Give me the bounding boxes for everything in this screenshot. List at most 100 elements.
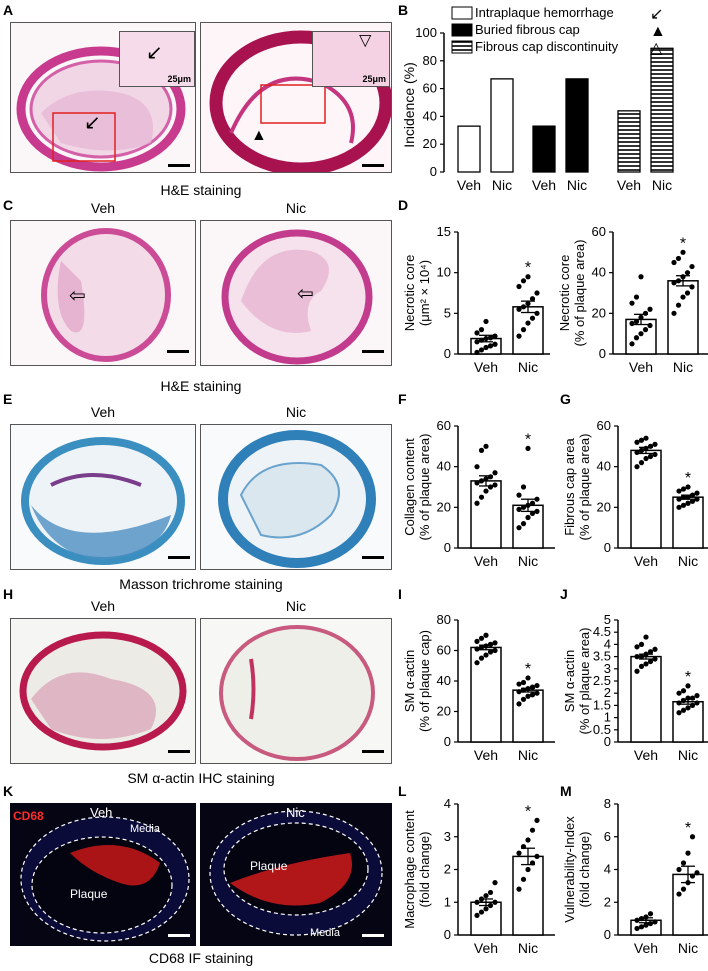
y-tick-label: 4 [444,796,451,811]
bar-nic [490,78,514,173]
data-point [483,318,489,325]
data-point [694,700,700,706]
data-point [647,649,654,655]
data-point [638,916,645,922]
data-point [529,296,536,302]
x-tick-label: Veh [457,177,481,193]
chart-g: 0 20 40 60 Fibrous cap area (% of plaque area… [562,418,708,569]
media-label: Media [130,823,160,835]
plaque-label: Plaque [70,887,108,901]
panel-letter-l: L [398,783,407,799]
data-point [534,817,540,823]
data-point [685,695,691,701]
y-axis-label: (% of plaque area) [577,628,592,735]
y-tick-label: 0 [604,734,611,749]
data-point [643,435,649,441]
data-point [642,327,649,333]
data-point [534,690,540,696]
data-point [643,922,649,928]
significance-star: * [525,260,531,277]
y-tick-label: 2 [444,862,451,877]
data-point [525,300,531,307]
data-point [675,278,682,284]
x-tick-label: Veh [474,940,498,956]
y-tick-label: 0 [444,540,451,555]
significance-star: * [685,669,691,686]
data-point [676,496,682,502]
scale-bar [168,164,190,167]
data-point [525,686,531,692]
panel-letter-k: K [3,783,14,799]
bar-veh [617,110,641,173]
data-point [689,834,696,840]
y-tick-label: 0.5 [593,722,611,737]
data-point [647,453,654,460]
panel-letter-i: I [398,586,402,602]
data-point [516,525,522,531]
data-point [676,700,682,706]
data-point [634,668,640,674]
bar-nic [565,78,589,173]
y-tick-label: 20 [437,499,451,514]
data-point [478,478,485,484]
open-arrow-icon: ⇦ [297,283,314,305]
data-point [483,643,489,649]
data-point [647,658,654,665]
ihc-image-veh [10,618,196,764]
data-point [689,873,696,879]
chart-j: 00.511.522.533.544.55 SM α-actin (% of pla… [562,612,708,763]
y-tick-label: 2 [604,894,611,909]
significance-star: * [680,235,686,252]
data-point [487,343,494,349]
data-point [520,687,527,693]
data-point [643,914,649,920]
data-point [534,310,540,316]
data-point [487,902,494,909]
legend-swatch [451,40,473,54]
significance-star: * [525,803,531,820]
black-arrow-icon: ↙ [146,42,163,64]
y-tick-label: 60 [437,643,451,658]
data-point [474,349,480,355]
y-tick-label: 40 [423,108,437,123]
data-point [680,707,687,713]
data-point [676,488,682,494]
data-point [634,464,640,470]
inset-nic-a: △ 25μm [312,31,390,87]
data-point [643,651,649,657]
data-point [685,880,691,886]
data-point [525,866,531,873]
data-point [638,274,644,280]
significance-star: * [525,431,531,448]
caption-a: H&E staining [160,182,242,198]
group-label-nic: Nic [286,805,305,820]
data-point [647,911,654,917]
scale-bar [168,934,190,937]
ihc-vessel-veh [19,631,187,751]
inset-scale-label: 25μm [167,74,191,84]
significance-star: * [685,470,691,487]
data-point [534,496,540,502]
data-point [634,654,640,660]
group-label-veh: Veh [90,404,116,420]
scale-bar [362,164,384,167]
data-point [680,688,687,694]
data-point [652,441,658,447]
data-point [689,498,696,504]
data-point [638,460,645,466]
x-tick-label: Veh [634,940,658,956]
x-tick-label: Veh [617,177,641,193]
y-tick-label: 80 [423,53,437,68]
data-point [520,504,527,510]
data-point [516,283,522,290]
data-point [633,294,640,300]
data-point [680,697,687,704]
data-point [647,306,653,312]
data-point [685,484,691,490]
y-tick-label: 60 [437,418,451,433]
data-point [483,632,489,638]
inset-scale-label: 25μm [362,74,386,84]
y-tick-label: 3 [444,829,451,844]
data-point [643,634,649,640]
if-vessel-veh [20,816,190,942]
